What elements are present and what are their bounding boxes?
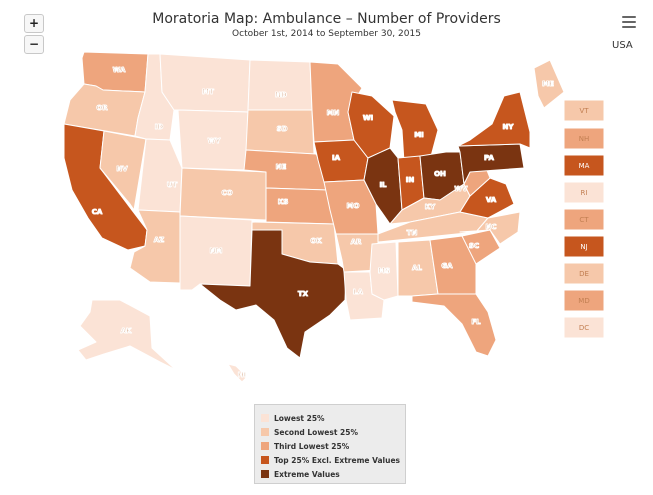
small-state-label-nh: NH [579,135,590,143]
small-state-box-ct[interactable] [563,208,605,231]
hamburger-menu-icon[interactable] [622,16,636,28]
legend-swatch [261,470,269,478]
state-ms[interactable] [369,241,399,301]
legend-label: Second Lowest 25% [274,427,358,437]
small-state-label-dc: DC [579,324,589,332]
state-ny[interactable] [457,91,531,149]
state-ak[interactable] [77,299,177,371]
small-state-box-ri[interactable] [563,181,605,204]
legend-label: Third Lowest 25% [274,441,350,451]
legend-swatch [261,442,269,450]
small-state-label-de: DE [579,270,589,278]
zoom-in-button[interactable]: + [24,14,44,33]
legend-item-second-lowest[interactable]: Second Lowest 25% [261,425,405,439]
legend-swatch [261,456,269,464]
legend-label: Extreme Values [274,469,340,479]
state-sc[interactable] [461,229,501,265]
state-nc[interactable] [459,211,521,245]
state-ga[interactable] [429,235,477,295]
legend-item-lowest[interactable]: Lowest 25% [261,411,405,425]
small-state-box-nh[interactable] [563,127,605,150]
state-sd[interactable] [245,109,315,155]
state-nd[interactable] [247,59,313,111]
state-ks[interactable] [265,187,335,225]
state-mt[interactable] [159,53,251,113]
legend-swatch [261,428,269,436]
state-tx[interactable] [199,229,347,359]
state-nm[interactable] [179,215,253,291]
state-ut[interactable] [137,138,183,213]
legend-item-extreme[interactable]: Extreme Values [261,467,405,481]
legend: Lowest 25% Second Lowest 25% Third Lowes… [254,404,406,484]
small-state-label-md: MD [578,297,589,305]
small-state-label-vt: VT [579,107,589,115]
small-state-box-nj[interactable] [563,235,605,258]
map-title: Moratoria Map: Ambulance – Number of Pro… [152,11,501,27]
state-mi[interactable] [391,99,439,163]
legend-item-third-lowest[interactable]: Third Lowest 25% [261,439,405,453]
small-state-box-dc[interactable] [563,316,605,339]
small-state-label-nj: NJ [580,243,587,251]
region-label: USA [612,40,633,51]
state-wy[interactable] [177,109,249,171]
map-subtitle: October 1st, 2014 to September 30, 2015 [232,29,421,39]
small-state-box-vt[interactable] [563,99,605,122]
state-ar[interactable] [335,233,379,273]
state-fl[interactable] [411,293,497,357]
small-state-label-ma: MA [579,162,590,170]
state-nv[interactable] [99,130,147,211]
small-state-label-ct: CT [579,216,589,224]
small-state-box-ma[interactable] [563,154,605,177]
state-me[interactable] [533,59,565,109]
legend-label: Lowest 25% [274,413,325,423]
legend-item-top-25[interactable]: Top 25% Excl. Extreme Values [261,453,405,467]
legend-label: Top 25% Excl. Extreme Values [274,455,401,465]
small-state-box-de[interactable] [563,262,605,285]
state-co[interactable] [179,167,267,221]
small-state-box-md[interactable] [563,289,605,312]
zoom-out-button[interactable]: − [24,35,44,54]
legend-swatch [261,414,269,422]
small-state-label-ri: RI [581,189,588,197]
state-hi[interactable] [227,363,247,383]
